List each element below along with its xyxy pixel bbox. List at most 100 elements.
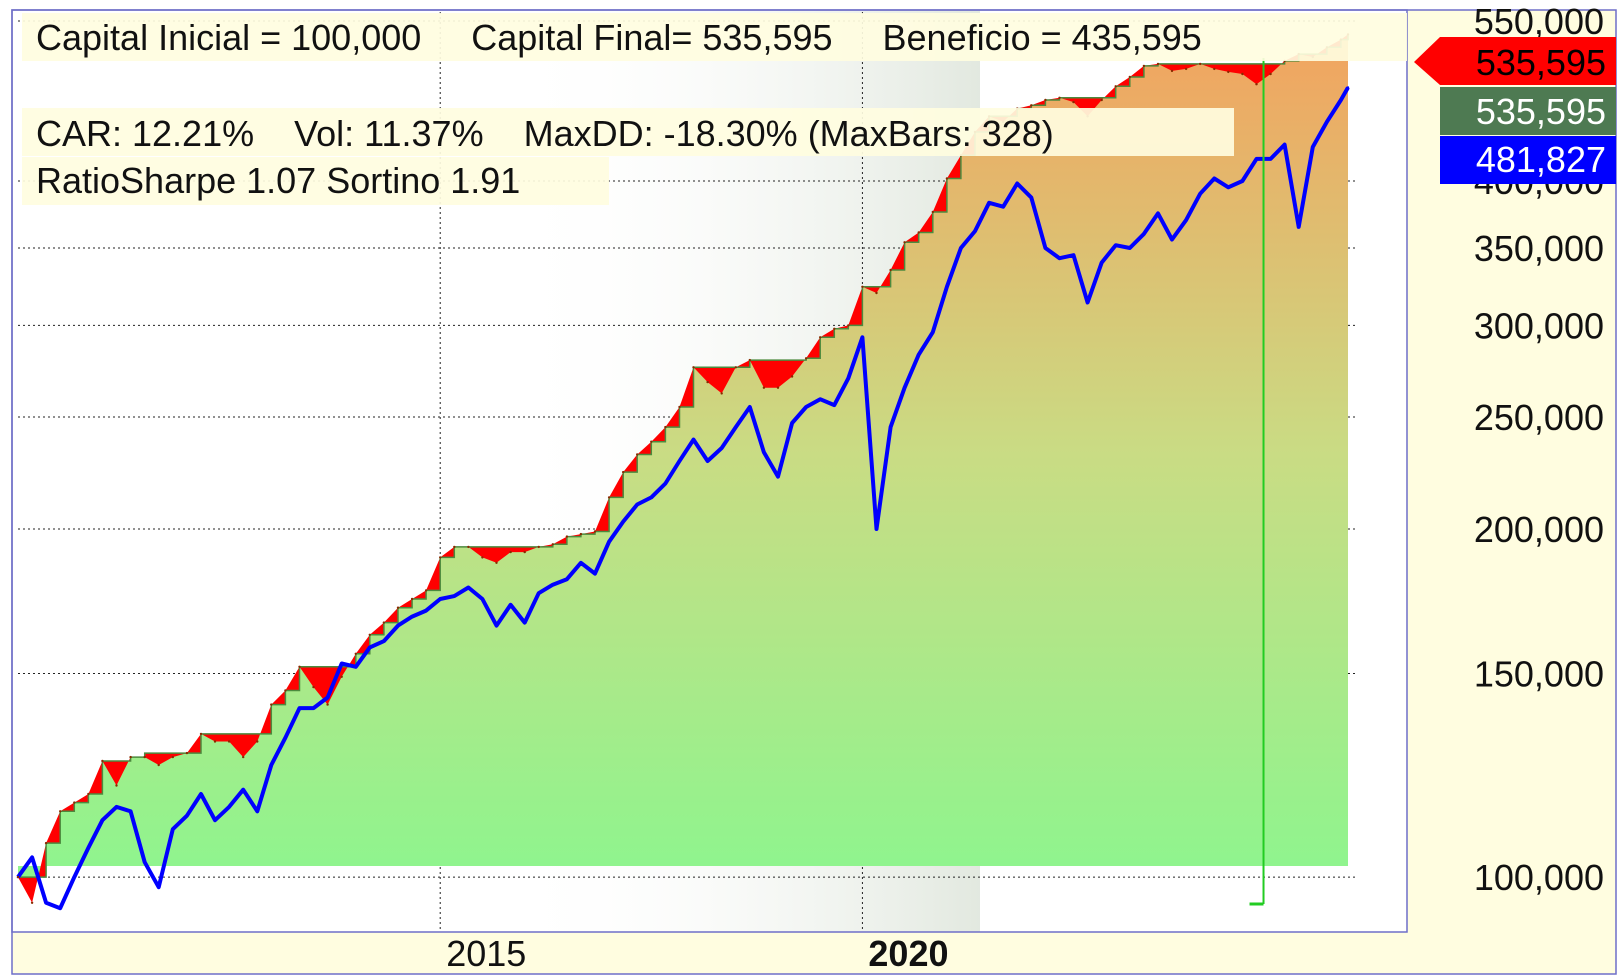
benchmark-point xyxy=(1269,157,1272,161)
benchmark-point xyxy=(101,819,104,822)
equity-point xyxy=(495,561,498,564)
benchmark-point xyxy=(1156,212,1160,215)
x-axis-panel xyxy=(12,932,1407,974)
equity-point xyxy=(847,324,850,327)
benchmark-line xyxy=(16,86,1350,911)
equity-point xyxy=(354,652,357,655)
benchmark-point xyxy=(523,621,526,624)
equity-point xyxy=(1241,72,1244,76)
benchmark-point xyxy=(720,446,723,450)
benchmark-point xyxy=(1339,98,1343,102)
equity-point xyxy=(73,801,76,804)
equity-point xyxy=(1142,64,1146,68)
benchmark-point xyxy=(326,696,329,699)
benchmark-point xyxy=(171,828,174,831)
equity-point xyxy=(59,810,62,813)
x-axis-labels: 2015 2020 xyxy=(446,933,948,974)
benchmark-point xyxy=(565,578,569,581)
benchmark-point xyxy=(1227,186,1230,189)
equity-point xyxy=(622,470,625,474)
equity-point xyxy=(593,530,597,533)
benchmark-point xyxy=(199,792,203,796)
equity-point xyxy=(16,875,20,879)
equity-point xyxy=(650,440,653,443)
equity-point xyxy=(101,759,104,763)
benchmark-point xyxy=(270,763,273,767)
benchmark-point xyxy=(1170,238,1174,241)
benchmark-point xyxy=(1114,244,1117,247)
equity-point xyxy=(1227,70,1230,74)
equity-point xyxy=(706,380,709,384)
y-tick-label: 100,000 xyxy=(1474,857,1604,898)
stats-line2: CAR: 12.21% Vol: 11.37% MaxDD: -18.30% (… xyxy=(36,113,1054,154)
equity-point xyxy=(213,740,217,743)
benchmark-point xyxy=(1100,261,1103,264)
x-tick-label: 2020 xyxy=(868,933,948,974)
x-tick-label: 2015 xyxy=(446,933,526,974)
benchmark-point xyxy=(1213,177,1216,180)
outer-frame xyxy=(11,9,1617,975)
benchmark-point xyxy=(987,201,991,204)
benchmark-point xyxy=(748,405,751,409)
equity-point xyxy=(1255,83,1258,86)
equity-point xyxy=(945,177,949,180)
benchmark-point xyxy=(1030,196,1033,199)
benchmark-point xyxy=(467,586,470,589)
benchmark-point xyxy=(1255,157,1258,161)
benchmark-point xyxy=(157,886,160,889)
equity-point xyxy=(509,550,512,554)
equity-point xyxy=(227,740,231,743)
equity-point xyxy=(87,792,90,796)
benchmark-point xyxy=(495,624,498,627)
benchmark-point xyxy=(819,398,822,401)
equity-point xyxy=(1128,75,1132,79)
benchmark-point xyxy=(706,459,709,463)
benchmark-point xyxy=(1002,205,1005,208)
equity-point xyxy=(1199,62,1202,66)
benchmark-point xyxy=(73,875,76,879)
equity-point xyxy=(720,392,723,395)
equity-point xyxy=(678,405,681,409)
benchmark-point xyxy=(804,405,808,409)
equity-point xyxy=(340,675,343,678)
benchmark-point xyxy=(340,662,343,665)
equity-point xyxy=(129,755,132,759)
benchmark-point xyxy=(424,609,428,612)
equity-point xyxy=(1156,62,1160,66)
benchmark-point xyxy=(1142,232,1146,236)
equity-point xyxy=(734,366,737,369)
benchmark-point xyxy=(1044,246,1047,250)
benchmark-point xyxy=(115,805,118,809)
stats-line1: Capital Inicial = 100,000 Capital Final=… xyxy=(36,17,1202,58)
stats-line2-bg xyxy=(22,108,1234,156)
equity-point xyxy=(481,556,484,559)
equity-point xyxy=(1184,67,1188,71)
y-tick-label: 250,000 xyxy=(1474,397,1604,438)
benchmark-point xyxy=(396,624,400,627)
equity-point xyxy=(790,375,794,378)
equity-point xyxy=(819,336,822,339)
benchmark-point xyxy=(354,665,357,668)
benchmark-point xyxy=(833,403,836,407)
equity-point xyxy=(298,665,301,668)
benchmark-point xyxy=(185,814,189,817)
equity-peak-tag-bg xyxy=(1440,87,1616,135)
benchmark-point xyxy=(551,583,554,586)
equity-point xyxy=(171,755,174,759)
equity-point xyxy=(1114,85,1117,88)
benchmark-point xyxy=(509,603,512,606)
benchmark-point xyxy=(1311,145,1315,149)
benchmark-point xyxy=(1086,301,1089,304)
benchmark-point xyxy=(917,353,920,356)
equity-point xyxy=(692,366,695,369)
stats-line1-bg xyxy=(22,13,1407,61)
benchmark-point xyxy=(1072,254,1075,257)
equity-point xyxy=(44,841,48,845)
benchmark-point xyxy=(129,810,132,813)
benchmark-point xyxy=(593,572,597,575)
stats-line3: RatioSharpe 1.07 Sortino 1.91 xyxy=(36,160,520,201)
equity-point xyxy=(1100,98,1103,102)
equity-point xyxy=(636,453,639,456)
benchmark-point xyxy=(903,386,906,389)
